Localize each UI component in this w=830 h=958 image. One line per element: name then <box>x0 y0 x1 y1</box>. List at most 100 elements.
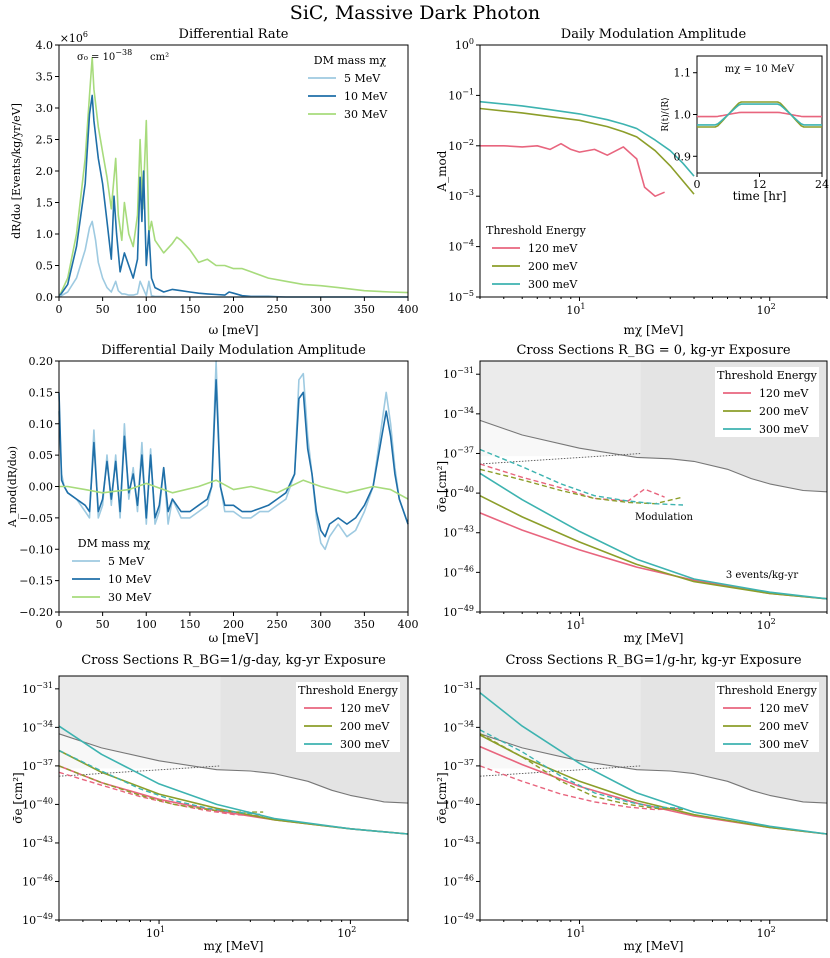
y-tick-label: −0.05 <box>19 512 53 525</box>
y-axis-label: dR/dω [Events/kg/yr/eV] <box>10 103 23 239</box>
legend-entry: 10 MeV <box>344 90 388 103</box>
x-tick-label: 102 <box>757 617 776 632</box>
x-tick-label: 50 <box>96 303 110 316</box>
y-tick-label: 1.5 <box>36 197 54 210</box>
x-tick-label: 0 <box>56 618 63 631</box>
y-tick-label: 0.15 <box>29 386 54 399</box>
x-tick-label: 50 <box>96 618 110 631</box>
legend: Threshold Energy 120 meV 200 meV 300 meV <box>715 682 819 752</box>
annotation-unit: cm² <box>150 52 169 63</box>
legend-entry: 300 meV <box>759 423 809 436</box>
y-tick-label: 3.0 <box>36 102 54 115</box>
y-tick-label: 10−40 <box>443 796 474 811</box>
inset-y-tick-label: 1.1 <box>674 67 692 80</box>
x-axis-label: ω [meV] <box>208 323 258 337</box>
legend-entry: 300 meV <box>340 738 390 751</box>
y-tick-label: 0.5 <box>36 260 54 273</box>
x-tick-label: 250 <box>267 303 288 316</box>
axes-frame <box>479 360 828 613</box>
y-tick-label: 10−37 <box>22 758 53 773</box>
legend-entry: 300 meV <box>528 278 578 291</box>
x-tick-label: 400 <box>398 618 419 631</box>
y-tick-label: 0.00 <box>29 481 54 494</box>
x-tick-label: 150 <box>179 303 200 316</box>
legend-title: DM mass mχ <box>78 537 151 550</box>
x-tick-label: 400 <box>398 303 419 316</box>
legend-entry: 5 MeV <box>344 72 381 85</box>
y-tick-label: 100 <box>455 37 474 52</box>
axes-frame <box>58 675 409 921</box>
excluded-region-light <box>59 676 221 769</box>
x-axis-label: mχ [MeV] <box>204 939 264 953</box>
dotted-bound <box>58 765 221 777</box>
legend-entry: 30 MeV <box>344 108 388 121</box>
y-tick-label: 10−5 <box>448 289 474 304</box>
y-axis-label: σ̄e [cm²] <box>11 772 25 823</box>
legend-box <box>64 535 164 605</box>
y-tick-label: 10−34 <box>443 406 474 421</box>
legend: Threshold Energy 120 meV 200 meV 300 meV <box>715 367 819 437</box>
series-line <box>479 692 828 835</box>
inset-y-tick-label: 0.9 <box>674 150 692 163</box>
y-tick-label: 2.0 <box>36 165 54 178</box>
legend-title: Threshold Energy <box>717 369 818 382</box>
x-tick-label: 101 <box>566 925 585 940</box>
chart-title: Daily Modulation Amplitude <box>561 27 747 42</box>
x-tick-label: 102 <box>337 925 356 940</box>
annotation: Modulation <box>635 512 693 523</box>
legend-title: Threshold Energy <box>298 684 399 697</box>
legend-entry: 120 meV <box>759 702 809 715</box>
legend-box <box>715 682 819 752</box>
inset-x-tick-label: 24 <box>815 178 829 191</box>
legend-title: Threshold Energy <box>486 224 587 237</box>
y-axis-label: σ̄e [cm²] <box>435 461 449 512</box>
x-tick-label: 350 <box>354 303 375 316</box>
x-tick-label: 101 <box>566 302 585 317</box>
x-tick-label: 300 <box>310 303 331 316</box>
y-tick-label: 10−37 <box>443 445 474 460</box>
series-line <box>480 142 665 197</box>
legend-entry: 300 meV <box>759 738 809 751</box>
x-axis-label: mχ [MeV] <box>624 631 684 645</box>
y-tick-label: 0.10 <box>29 418 54 431</box>
y-tick-label: 10−49 <box>443 604 474 619</box>
x-axis-label: mχ [MeV] <box>624 939 684 953</box>
excluded-region-light <box>480 676 641 769</box>
legend-entry: 10 MeV <box>108 573 152 586</box>
annotation: σ₀ = 10−38 <box>77 48 132 63</box>
inset-line <box>697 103 822 126</box>
x-tick-label: 200 <box>223 303 244 316</box>
chart-title: Differential Rate <box>179 27 289 42</box>
chart-title: Differential Daily Modulation Amplitude <box>101 343 366 358</box>
y-tick-label: 10−43 <box>22 835 53 850</box>
legend-entry: 5 MeV <box>108 555 145 568</box>
inset-x-axis-label: time [hr] <box>733 189 787 203</box>
inset-x-tick-label: 12 <box>753 178 767 191</box>
x-tick-label: 102 <box>757 925 776 940</box>
legend: DM mass mχ 5 MeV 10 MeV 30 MeV <box>300 52 400 122</box>
inset-line <box>697 111 822 118</box>
modulation-line <box>479 468 684 505</box>
legend-title: Threshold Energy <box>717 684 818 697</box>
axes-frame <box>479 44 828 298</box>
legend-entry: 200 meV <box>340 720 390 733</box>
series-line <box>479 512 828 600</box>
series-line <box>479 472 828 600</box>
figure-title: SiC, Massive Dark Photon <box>290 2 540 24</box>
x-axis-label: mχ [MeV] <box>624 323 684 337</box>
x-tick-label: 200 <box>223 618 244 631</box>
inset-annotation: mχ = 10 MeV <box>725 64 795 75</box>
inset-x-tick-label: 0 <box>694 178 701 191</box>
legend-entry: 200 meV <box>759 405 809 418</box>
y-tick-label: 10−43 <box>443 525 474 540</box>
y-tick-label: 0.20 <box>29 355 54 368</box>
series-line <box>58 56 409 298</box>
y-tick-label: 3.5 <box>36 71 54 84</box>
legend-entry: 120 meV <box>528 242 578 255</box>
y-tick-label: 10−1 <box>448 87 474 102</box>
legend: Threshold Energy 120 meV 200 meV 300 meV <box>484 222 588 292</box>
series-line <box>58 360 409 551</box>
existing-bound <box>479 419 828 493</box>
y-multiplier: ×106 <box>60 30 88 45</box>
legend: Threshold Energy 120 meV 200 meV 300 meV <box>296 682 400 752</box>
